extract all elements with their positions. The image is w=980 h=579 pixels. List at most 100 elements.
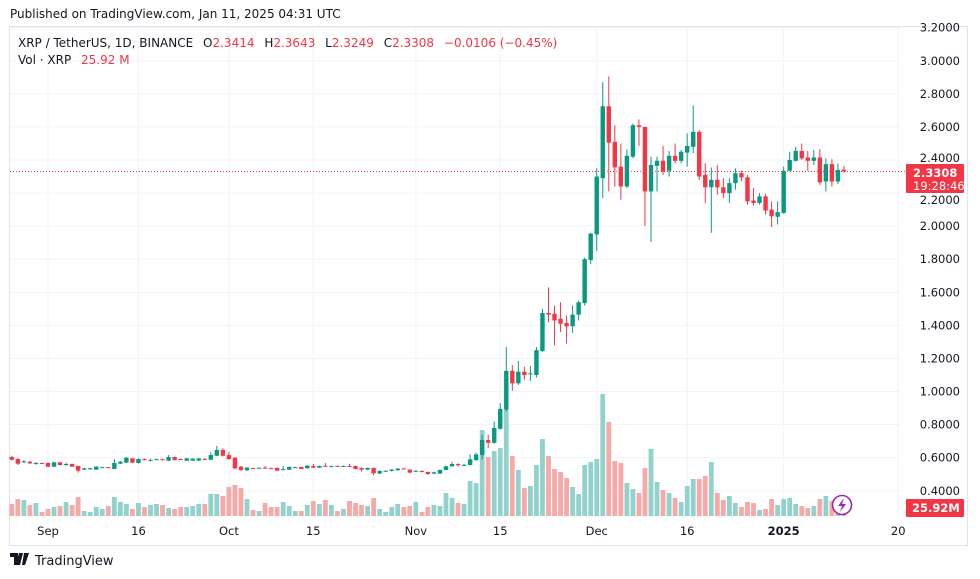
volume-bar — [93, 507, 99, 516]
candle — [564, 315, 569, 344]
time-tick-label: 15 — [493, 524, 508, 538]
volume-bar — [63, 502, 69, 516]
candle — [172, 456, 177, 461]
candle — [383, 470, 388, 472]
candle — [678, 150, 684, 164]
volume-bar — [190, 506, 196, 516]
candle — [9, 456, 15, 461]
candle-body — [268, 468, 274, 470]
candle — [461, 464, 467, 466]
candle — [606, 76, 611, 192]
volume-bar — [528, 486, 533, 516]
price-tick-label: 2.4000 — [920, 151, 960, 165]
candle — [449, 461, 455, 467]
candle-body — [305, 465, 310, 469]
volume-bar — [87, 512, 93, 516]
candle — [739, 170, 744, 182]
volume-bar — [823, 496, 829, 516]
candle — [407, 469, 412, 474]
volume-bar — [39, 512, 45, 516]
candle — [63, 462, 69, 466]
candle-body — [184, 458, 189, 461]
candle-body — [600, 106, 605, 179]
countdown: 19:28:46 — [913, 179, 965, 193]
candle — [624, 149, 630, 189]
volume-bar — [702, 476, 708, 516]
candle — [226, 451, 232, 460]
candle-body — [485, 440, 491, 443]
candle — [250, 467, 256, 470]
volume-bar — [606, 422, 612, 516]
candle-body — [112, 463, 117, 469]
volume-legend-label[interactable]: Vol · XRP — [18, 53, 72, 67]
candle-body — [407, 469, 412, 473]
price-tick-label: 0.8000 — [920, 418, 960, 432]
candle — [100, 466, 105, 469]
candle-body — [389, 469, 394, 471]
candle-body — [419, 470, 425, 472]
price-axis: 3.2000 3.0000 2.8000 2.6000 2.4000 2.2000 2.00… — [920, 21, 960, 498]
volume-bar — [576, 494, 582, 516]
volume-bar — [81, 511, 87, 516]
candle-body — [359, 467, 364, 470]
candle-body — [443, 466, 449, 470]
volume-bar — [757, 510, 762, 516]
candle-body — [811, 157, 817, 161]
candle — [799, 143, 804, 160]
volume-bar — [684, 486, 690, 516]
candle-body — [805, 157, 810, 161]
candle-body — [703, 174, 708, 188]
price-tick-label: 1.2000 — [920, 351, 960, 365]
tradingview-logo-icon — [10, 553, 30, 569]
candle-body — [739, 173, 744, 178]
volume-bar — [419, 512, 425, 516]
candle — [256, 467, 262, 469]
price-tick-label: 3.2000 — [920, 21, 960, 35]
candle-body — [395, 468, 400, 471]
high-label: H — [264, 36, 274, 50]
footer-brand[interactable]: TradingView — [10, 553, 114, 569]
chart-legend: XRP / TetherUS, 1D, BINANCE O2.3414 H2.3… — [18, 35, 557, 69]
candle-body — [467, 459, 473, 465]
symbol-title[interactable]: XRP / TetherUS, 1D, BINANCE — [18, 36, 194, 50]
candle-body — [697, 131, 702, 177]
volume-bar — [497, 448, 503, 516]
candle — [648, 156, 654, 242]
candle — [389, 469, 394, 472]
candle — [323, 463, 328, 467]
volume-bar — [184, 507, 190, 516]
lightning-icon[interactable] — [831, 494, 853, 516]
candle-body — [21, 461, 27, 463]
candle — [666, 150, 672, 177]
volume-bar — [793, 504, 799, 516]
volume-bar — [51, 507, 57, 516]
candle-body — [365, 467, 370, 470]
candle-body — [588, 233, 593, 261]
volume-bar — [678, 502, 684, 516]
candle — [618, 143, 624, 200]
volume-bar — [726, 496, 732, 516]
volume-bar — [45, 509, 51, 516]
volume-bar — [69, 505, 75, 516]
candle-body — [546, 312, 551, 315]
volume-bar — [485, 457, 491, 516]
volume-bar — [546, 456, 551, 516]
volume-bar — [365, 506, 370, 516]
volume-bar — [515, 470, 521, 516]
volume-bar — [805, 508, 811, 516]
candle — [835, 163, 841, 184]
candle-body — [624, 155, 630, 187]
candle-body — [160, 459, 165, 461]
candle-body — [612, 141, 618, 168]
candle-body — [63, 464, 69, 466]
volume-bar — [503, 410, 509, 516]
candle — [335, 465, 340, 467]
candle-body — [287, 466, 292, 470]
candle — [220, 448, 226, 457]
candle-body — [678, 151, 684, 161]
volume-bar — [491, 451, 497, 516]
candle-body — [69, 464, 75, 467]
candle-body — [27, 461, 33, 464]
candle-body — [799, 150, 804, 159]
